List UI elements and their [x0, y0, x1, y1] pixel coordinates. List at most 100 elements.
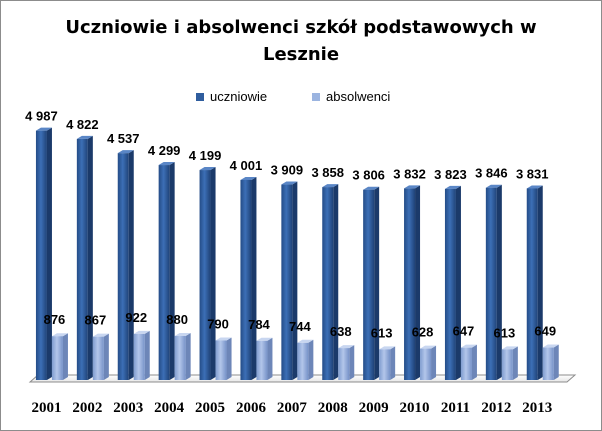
- bar-uczniowie-2012-top: [485, 184, 502, 188]
- x-tick-label-2007: 2007: [277, 400, 308, 416]
- bar-uczniowie-2008-side: [333, 184, 339, 380]
- bar-uczniowie-2010-side: [415, 185, 421, 380]
- bar-absolwenci-2013-side: [553, 344, 559, 380]
- chart-title-line2: Lesznie: [262, 44, 340, 65]
- x-tick-label-2001: 2001: [31, 400, 61, 416]
- value-label-uczniowie-2010: 3 832: [393, 166, 426, 181]
- bar-uczniowie-2013-side: [537, 185, 543, 380]
- bar-uczniowie-2007: [281, 184, 293, 380]
- value-label-uczniowie-2003: 4 537: [107, 131, 140, 146]
- bar-absolwenci-2012: [501, 349, 513, 380]
- bar-absolwenci-2006-top: [256, 337, 273, 341]
- bar-uczniowie-2011-top: [444, 185, 461, 189]
- value-label-absolwenci-2002: 867: [84, 313, 106, 328]
- value-label-absolwenci-2001: 876: [44, 312, 66, 327]
- bar-absolwenci-2003-side: [144, 330, 150, 380]
- bar-absolwenci-2008-side: [349, 345, 355, 380]
- bar-absolwenci-2010: [420, 348, 432, 380]
- bar-uczniowie-2009: [363, 189, 375, 380]
- value-label-absolwenci-2006: 784: [248, 317, 270, 332]
- bar-absolwenci-2007-side: [308, 339, 314, 380]
- bar-uczniowie-2001: [35, 130, 47, 380]
- bar-uczniowie-2006: [240, 179, 252, 380]
- bar-uczniowie-2009-top: [363, 186, 380, 190]
- bar-uczniowie-2003-side: [128, 150, 134, 380]
- bar-absolwenci-2008-top: [338, 345, 355, 349]
- bar-absolwenci-2009: [379, 349, 391, 380]
- bar-absolwenci-2010-top: [420, 345, 437, 349]
- bar-absolwenci-2012-side: [512, 346, 518, 380]
- bar-uczniowie-2006-side: [251, 176, 257, 380]
- value-label-absolwenci-2011: 647: [453, 324, 475, 339]
- value-label-uczniowie-2004: 4 299: [148, 143, 181, 158]
- bar-absolwenci-2010-side: [431, 345, 437, 380]
- bar-absolwenci-2005-side: [226, 337, 232, 380]
- bar-uczniowie-2002-top: [76, 135, 93, 139]
- value-label-absolwenci-2005: 790: [207, 317, 229, 332]
- bar-absolwenci-2011: [460, 347, 472, 380]
- bar-uczniowie-2013: [526, 188, 538, 380]
- bar-uczniowie-2008-top: [322, 184, 339, 188]
- x-tick-label-2003: 2003: [113, 400, 143, 416]
- value-label-uczniowie-2012: 3 846: [475, 166, 508, 181]
- x-tick-label-2005: 2005: [195, 400, 225, 416]
- legend-label-absolwenci: absolwenci: [326, 89, 391, 104]
- bar-uczniowie-2012-side: [496, 184, 502, 380]
- bar-absolwenci-2011-top: [460, 344, 477, 348]
- x-tick-label-2002: 2002: [72, 400, 102, 416]
- value-label-absolwenci-2007: 744: [289, 319, 311, 334]
- x-tick-label-2008: 2008: [318, 400, 348, 416]
- bar-uczniowie-2011: [444, 188, 456, 380]
- bar-absolwenci-2004-side: [185, 333, 191, 380]
- bar-absolwenci-2013: [542, 347, 554, 380]
- bar-absolwenci-2006: [256, 340, 268, 380]
- bar-uczniowie-2005-top: [199, 167, 216, 171]
- bar-uczniowie-2012: [485, 187, 497, 380]
- bar-absolwenci-2007: [297, 342, 309, 380]
- x-tick-label-2009: 2009: [359, 400, 389, 416]
- x-tick-label-2012: 2012: [481, 400, 511, 416]
- x-tick-label-2004: 2004: [154, 400, 185, 416]
- bar-uczniowie-2004-side: [169, 162, 175, 380]
- value-label-absolwenci-2010: 628: [412, 325, 434, 340]
- bar-uczniowie-2011-side: [455, 185, 461, 380]
- bar-uczniowie-2001-top: [35, 127, 52, 131]
- x-tick-label-2006: 2006: [236, 400, 267, 416]
- bar-uczniowie-2005-side: [210, 167, 216, 380]
- bar-uczniowie-2004-top: [158, 162, 175, 166]
- value-label-uczniowie-2001: 4 987: [25, 109, 58, 124]
- value-label-uczniowie-2011: 3 823: [434, 167, 467, 182]
- bar-absolwenci-2002-side: [103, 333, 109, 380]
- bar-absolwenci-2013-top: [542, 344, 559, 348]
- bar-absolwenci-2002: [92, 336, 104, 380]
- chart-title-line1: Uczniowie i absolwenci szkół podstawowyc…: [65, 17, 537, 38]
- bar-absolwenci-2001-side: [62, 333, 68, 380]
- bar-absolwenci-2006-side: [267, 337, 273, 380]
- bar-uczniowie-2005: [199, 170, 211, 380]
- value-label-uczniowie-2006: 4 001: [230, 158, 263, 173]
- bar-uczniowie-2007-top: [281, 181, 298, 185]
- bar-uczniowie-2004: [158, 165, 170, 380]
- bar-uczniowie-2002: [76, 138, 88, 380]
- chart-legend: uczniowie absolwenci: [0, 89, 602, 105]
- value-label-absolwenci-2008: 638: [330, 324, 352, 339]
- bar-absolwenci-2001: [51, 336, 63, 380]
- bar-uczniowie-2010: [404, 188, 416, 380]
- bar-absolwenci-2011-side: [471, 344, 477, 380]
- value-label-uczniowie-2008: 3 858: [311, 165, 344, 180]
- bar-absolwenci-2012-top: [501, 346, 518, 350]
- bar-uczniowie-2010-top: [404, 185, 421, 189]
- value-label-absolwenci-2003: 922: [125, 310, 147, 325]
- bar-uczniowie-2008: [322, 187, 334, 380]
- legend-swatch-absolwenci: [312, 93, 320, 101]
- bar-absolwenci-2009-top: [379, 346, 396, 350]
- bar-absolwenci-2009-side: [390, 346, 396, 380]
- bar-absolwenci-2004-top: [174, 333, 191, 336]
- value-label-absolwenci-2004: 880: [166, 312, 188, 327]
- x-tick-label-2010: 2010: [400, 400, 430, 416]
- bar-uczniowie-2009-side: [374, 186, 380, 380]
- value-label-uczniowie-2013: 3 831: [516, 166, 549, 181]
- x-tick-label-2013: 2013: [522, 400, 552, 416]
- bar-uczniowie-2003: [117, 153, 129, 380]
